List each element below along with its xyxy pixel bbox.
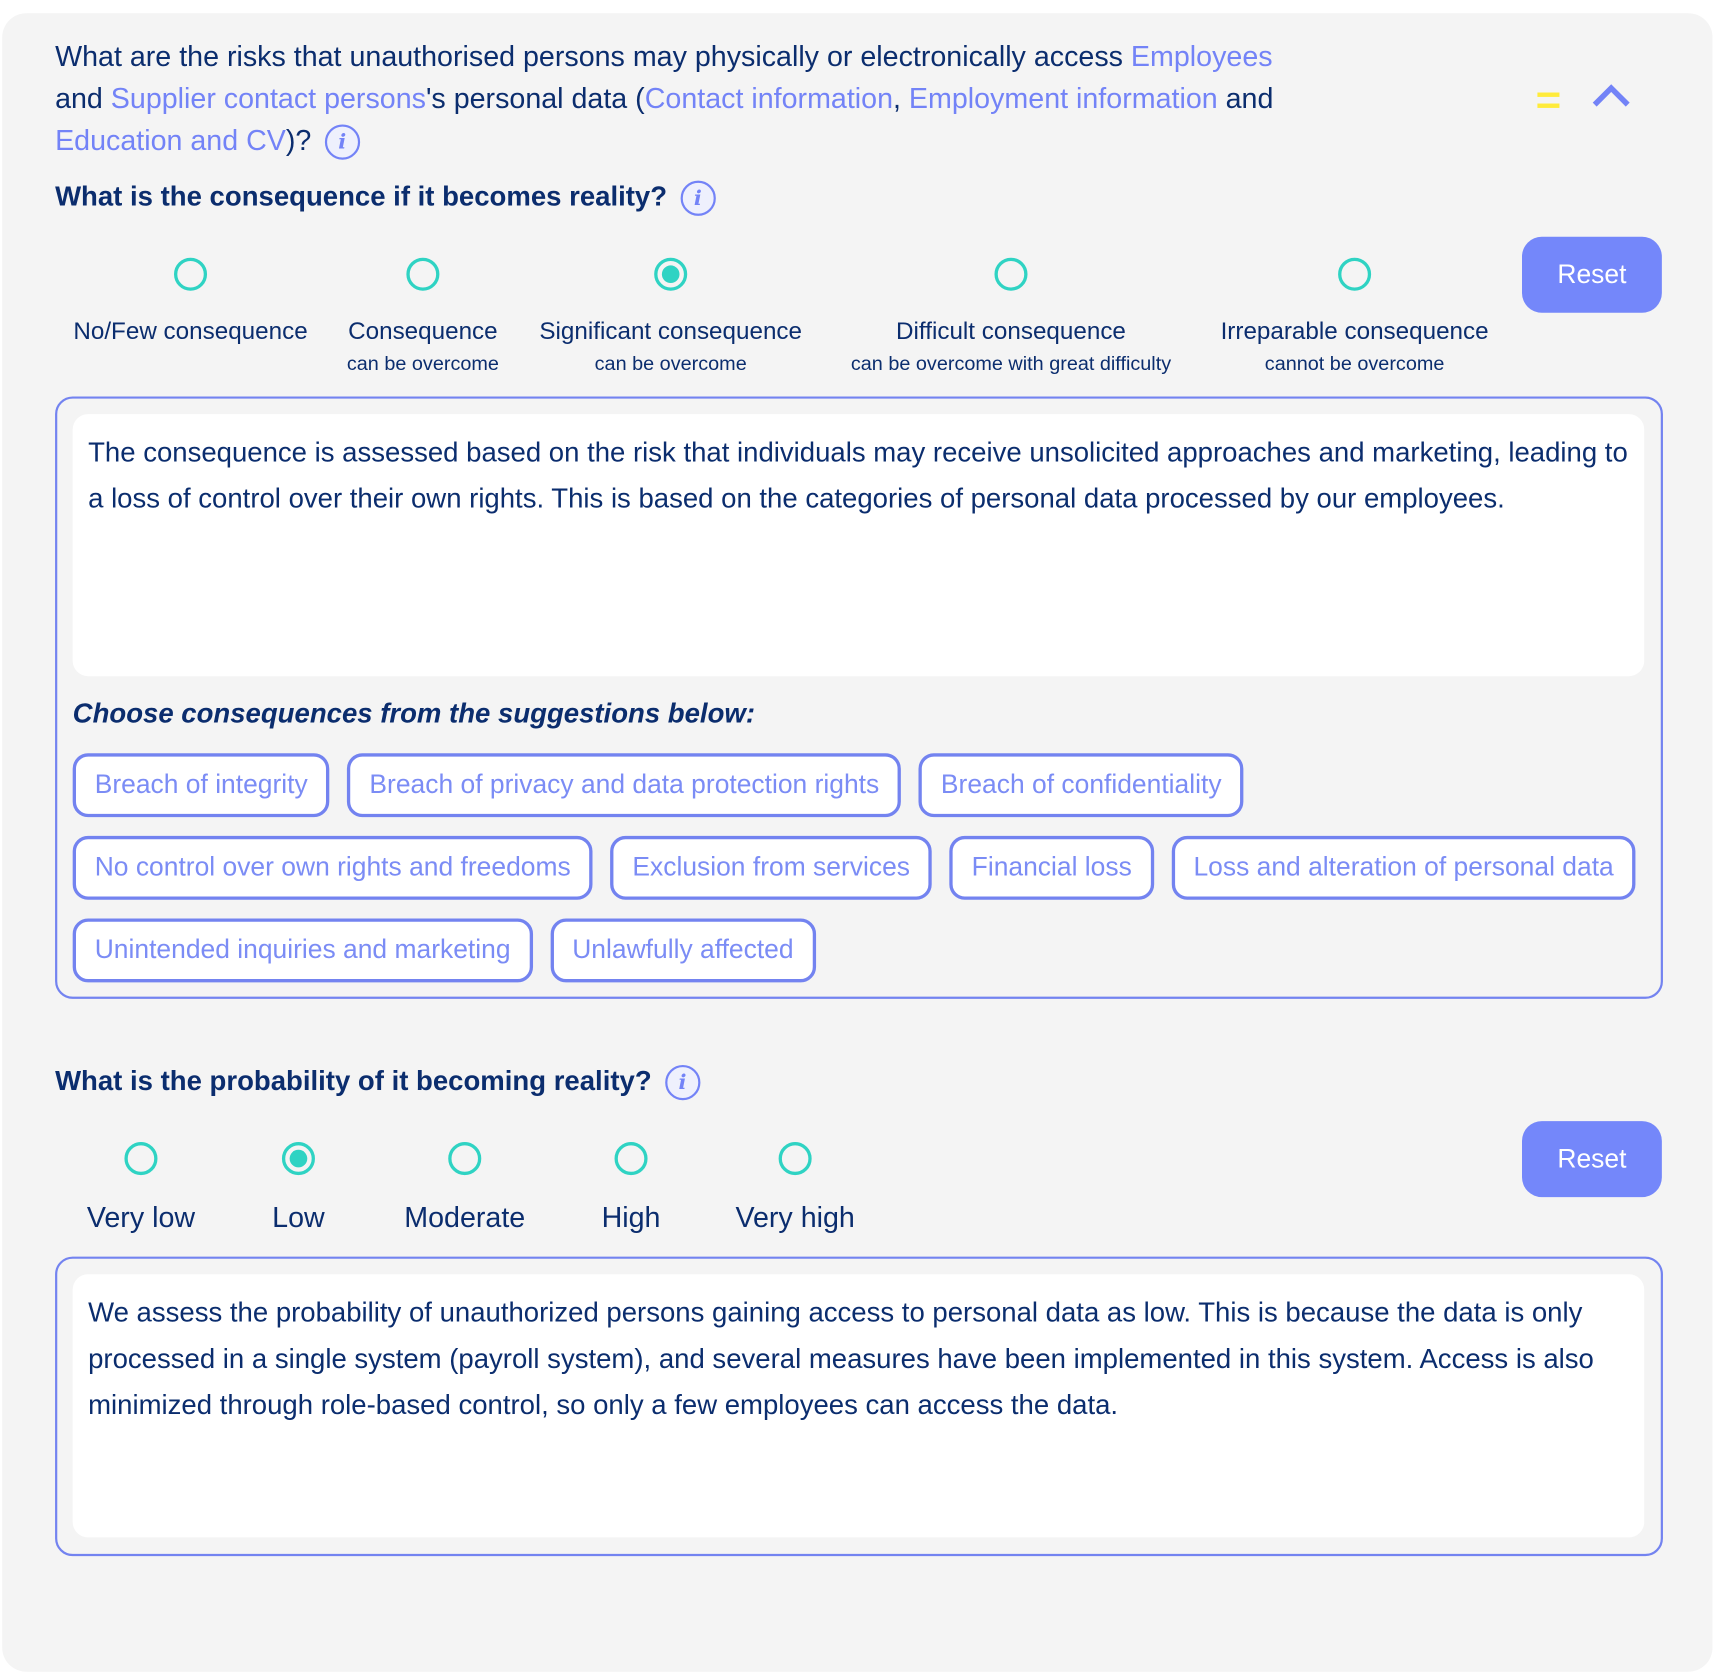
- option-title: Very high: [735, 1200, 855, 1234]
- probability-textarea[interactable]: We assess the probability of unauthorize…: [72, 1274, 1645, 1538]
- radio-very-low[interactable]: [124, 1142, 158, 1176]
- data-category-link[interactable]: Contact information: [644, 81, 894, 115]
- probability-heading-text: What is the probability of it becoming r…: [55, 1065, 652, 1097]
- data-category-link[interactable]: Employment information: [908, 81, 1218, 115]
- option-subtitle: can be overcome with great difficulty: [850, 352, 1172, 375]
- risk-question: What are the risks that unauthorised per…: [55, 35, 1288, 161]
- suggestion-chip[interactable]: Unlawfully affected: [550, 918, 816, 983]
- consequence-heading: What is the consequence if it becomes re…: [55, 180, 716, 216]
- consequence-panel: The consequence is assessed based on the…: [55, 396, 1663, 999]
- option-label[interactable]: Moderate: [404, 1200, 525, 1233]
- question-text: What are the risks that unauthorised per…: [55, 39, 1131, 73]
- option-label[interactable]: Very high: [735, 1200, 854, 1233]
- option-title: Significant consequence: [539, 317, 803, 345]
- probability-panel: We assess the probability of unauthorize…: [55, 1256, 1663, 1557]
- option-title: No/Few consequence: [73, 317, 308, 345]
- question-text: 's personal data (: [425, 81, 645, 115]
- option-subtitle: can be overcome: [594, 352, 747, 375]
- probability-heading: What is the probability of it becoming r…: [55, 1064, 701, 1101]
- data-category-link[interactable]: Supplier contact persons: [110, 81, 426, 115]
- probability-reset-button[interactable]: Reset: [1521, 1121, 1662, 1198]
- consequence-heading-text: What is the consequence if it becomes re…: [55, 181, 668, 213]
- option-title: Irreparable consequence: [1220, 317, 1489, 345]
- suggestion-chip[interactable]: No control over own rights and freedoms: [72, 835, 593, 900]
- suggestion-chip[interactable]: Loss and alteration of personal data: [1171, 835, 1636, 900]
- option-label[interactable]: No/Few consequence: [73, 315, 307, 348]
- chevron-up-icon[interactable]: [1592, 84, 1630, 108]
- option-title: Consequence: [348, 317, 498, 345]
- option-label[interactable]: Irreparable consequence cannot be overcom…: [1221, 315, 1489, 379]
- option-title: Very low: [86, 1200, 196, 1234]
- question-text: ,: [893, 81, 909, 115]
- option-label[interactable]: Significant consequence can be overcome: [539, 315, 802, 379]
- radio-low[interactable]: [281, 1142, 315, 1176]
- suggestion-chip[interactable]: Financial loss: [949, 835, 1154, 900]
- option-title: High: [601, 1200, 661, 1234]
- option-title: Low: [272, 1200, 325, 1234]
- info-icon[interactable]: i: [324, 124, 360, 160]
- data-category-link[interactable]: Employees: [1130, 39, 1273, 73]
- option-subtitle: can be overcome: [346, 352, 499, 375]
- option-title: Difficult consequence: [896, 317, 1126, 345]
- radio-significant-consequence[interactable]: [654, 257, 688, 291]
- consequence-reset-button[interactable]: Reset: [1521, 236, 1662, 313]
- question-text: and: [55, 81, 111, 115]
- info-icon[interactable]: i: [680, 180, 716, 216]
- radio-moderate[interactable]: [448, 1142, 482, 1176]
- suggestion-chip[interactable]: Breach of confidentiality: [918, 753, 1244, 818]
- question-text: and: [1217, 81, 1274, 115]
- radio-irreparable-consequence[interactable]: [1338, 257, 1372, 291]
- suggestion-chip[interactable]: Breach of integrity: [72, 753, 330, 818]
- suggestion-chip[interactable]: Breach of privacy and data protection ri…: [347, 753, 902, 818]
- option-label[interactable]: Difficult consequence can be overcome wit…: [851, 315, 1171, 379]
- radio-high[interactable]: [614, 1142, 648, 1176]
- option-subtitle: cannot be overcome: [1264, 352, 1445, 375]
- option-title: Moderate: [404, 1200, 526, 1234]
- option-label[interactable]: Consequence can be overcome: [347, 315, 499, 379]
- radio-consequence[interactable]: [406, 257, 440, 291]
- radio-difficult-consequence[interactable]: [994, 257, 1028, 291]
- radio-very-high[interactable]: [778, 1142, 812, 1176]
- data-category-link[interactable]: Education and CV: [55, 123, 286, 157]
- equals-icon[interactable]: [1537, 92, 1560, 111]
- suggestion-chips: Breach of integrity Breach of privacy and…: [72, 753, 1637, 983]
- radio-no-few-consequence[interactable]: [174, 257, 208, 291]
- question-text: )?: [285, 123, 312, 157]
- option-label[interactable]: High: [602, 1200, 661, 1233]
- option-label[interactable]: Very low: [87, 1200, 195, 1233]
- suggestions-label: Choose consequences from the suggestions…: [72, 698, 755, 730]
- consequence-textarea[interactable]: The consequence is assessed based on the…: [72, 414, 1645, 677]
- info-icon[interactable]: i: [664, 1064, 701, 1101]
- option-label[interactable]: Low: [272, 1200, 325, 1233]
- suggestion-chip[interactable]: Exclusion from services: [610, 835, 933, 900]
- suggestion-chip[interactable]: Unintended inquiries and marketing: [72, 918, 533, 983]
